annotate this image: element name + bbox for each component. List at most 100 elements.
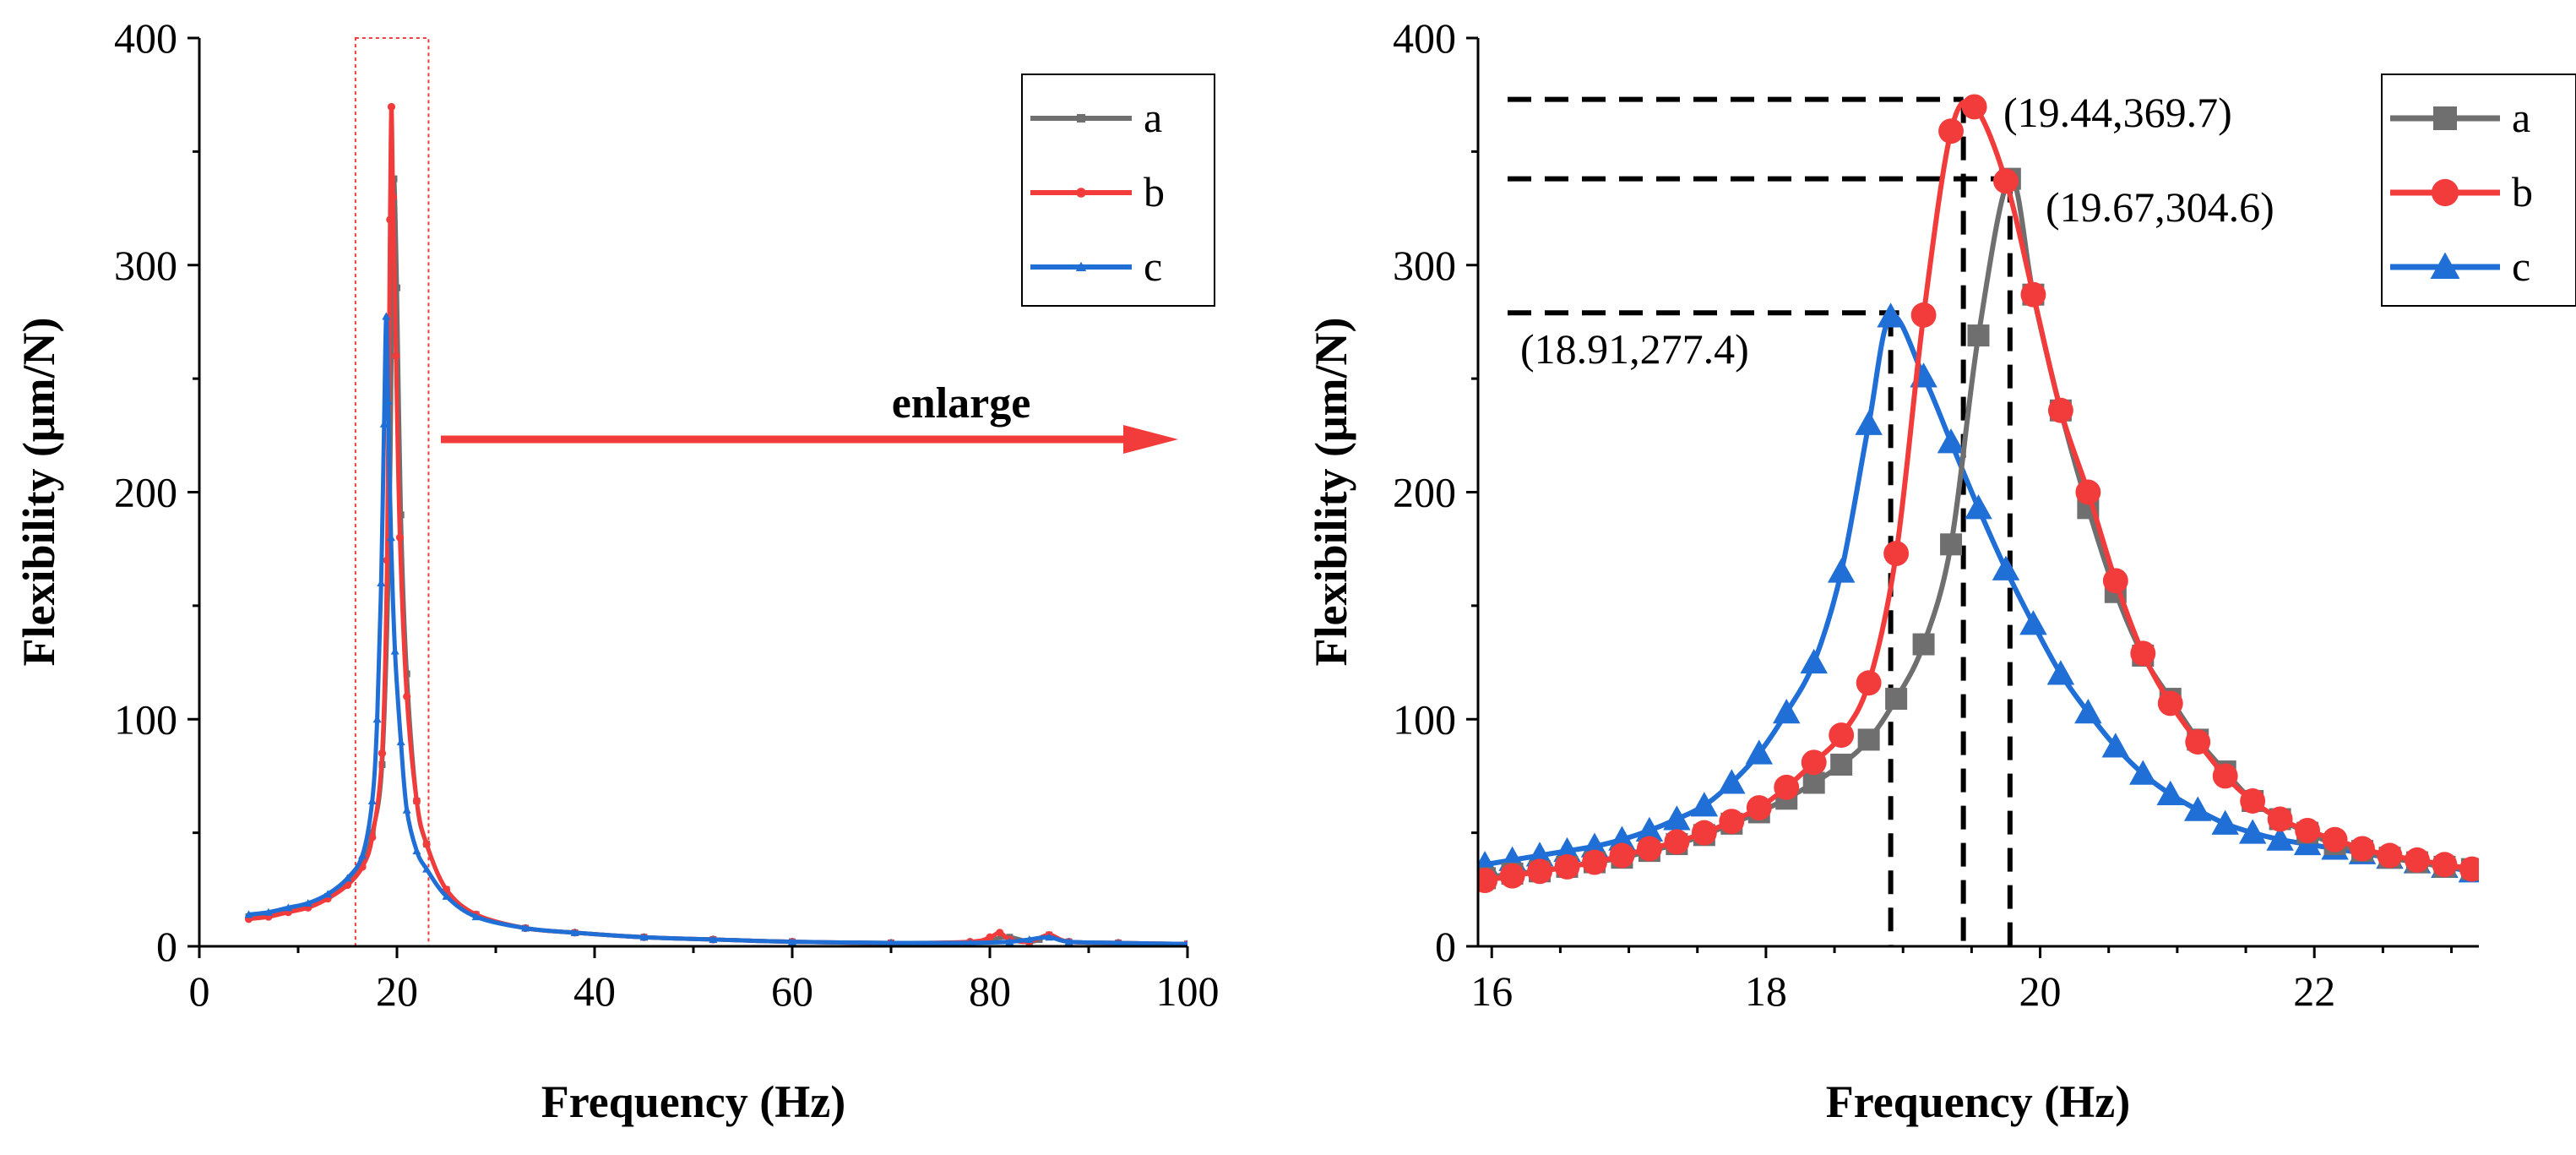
enlarge-arrow-head	[1123, 425, 1178, 454]
enlarged-y-tick-label: 300	[1393, 242, 1456, 289]
enlarged-series-c-point	[1718, 769, 1746, 794]
enlarged-series-c-point	[2046, 660, 2075, 685]
overview-series-c-point	[303, 898, 312, 907]
overview-series-a-point	[389, 307, 396, 314]
enlarged-series-a	[1478, 167, 2479, 890]
enlarged-series-c-point	[2129, 760, 2157, 785]
overview-series-c-point	[390, 646, 399, 655]
enlarged-legend-marker-c	[2430, 252, 2460, 279]
enlarged-series-c-point	[2266, 825, 2294, 851]
enlarged-legend-item-c: c	[2390, 242, 2530, 290]
enlarged-series-c-line	[1484, 313, 2473, 874]
overview-series-c-point	[471, 913, 481, 921]
enlarged-series-c-point	[1635, 816, 1664, 842]
enlarged-series-c-point	[1965, 494, 1992, 520]
overview-series-b-point	[378, 749, 387, 758]
overview-series-b-point	[387, 102, 396, 112]
enlarged-series-a-point	[1912, 633, 1935, 656]
overview-series-c-point	[887, 938, 895, 946]
enlarged-guide-lines	[1508, 96, 2019, 946]
overview-series-group	[244, 102, 1187, 946]
enlarged-series-c-point	[1800, 648, 1828, 674]
enlarged-series-a-point	[1802, 771, 1825, 794]
overview-x-tick-label: 40	[573, 967, 616, 1015]
enlarged-series-c-point	[1608, 825, 1636, 851]
overview-series-c-point	[442, 891, 451, 900]
overview-series-c-point	[709, 934, 718, 943]
enlarged-series-b-point	[1961, 94, 1987, 120]
overview-x-axis-title: Frequency (Hz)	[541, 1076, 845, 1127]
enlarged-y-tick-label: 0	[1435, 923, 1456, 970]
enlarged-series-b-point	[2130, 640, 2156, 667]
overview-y-tick-label: 0	[156, 923, 177, 970]
overview-series-c-point	[372, 715, 382, 723]
enlarge-label: enlarge	[892, 379, 1031, 428]
enlarged-axes: 16 18 20 22 0 100 200 300 400	[1393, 14, 2479, 1015]
overview-legend-marker-a	[1077, 114, 1085, 123]
overview-series-b-point	[996, 929, 1004, 937]
overview-x-tick-label: 0	[189, 967, 210, 1015]
enlarge-arrow: enlarge	[441, 379, 1178, 454]
overview-series-c-point	[1005, 937, 1014, 945]
enlarged-series-group	[1478, 94, 2479, 894]
enlarged-legend-item-a: a	[2390, 94, 2530, 141]
enlarged-series-b-point	[2377, 842, 2403, 869]
enlarged-series-b-point	[1664, 829, 1690, 855]
enlarged-series-c-point	[2156, 780, 2185, 805]
overview-highlight-box	[354, 37, 430, 947]
overview-series-c-point	[244, 910, 253, 918]
overview-legend-marker-b	[1076, 188, 1086, 198]
overview-series-c-point	[1183, 940, 1187, 946]
overview-legend-item-b: b	[1030, 168, 1165, 215]
enlarged-series-b-point	[1691, 820, 1717, 846]
overview-series-b-point	[403, 692, 411, 700]
enlarged-series-b-point	[2405, 847, 2430, 873]
enlarged-series-b-point	[2267, 806, 2293, 832]
enlarged-series-b-point	[1499, 863, 1525, 889]
overview-x-tick-label: 80	[969, 967, 1011, 1015]
enlarged-series-b-point	[1856, 670, 1882, 696]
enlarged-series-b-point	[1883, 541, 1910, 567]
overview-series-c-point	[1045, 933, 1054, 941]
overview-series-c-point	[396, 738, 405, 746]
enlarged-series-b-point	[1774, 774, 1800, 800]
overview-y-axis-title: Flexibility (μm/N)	[14, 317, 64, 666]
enlarged-series-b-point	[1636, 836, 1662, 862]
enlarged-annotation-b: (19.44,369.7)	[2003, 89, 2232, 136]
overview-series-c-point	[358, 851, 367, 859]
enlarged-series-b-point	[2212, 763, 2238, 789]
overview-series-b-point	[986, 933, 994, 941]
enlarged-legend-label-b: b	[2512, 168, 2533, 215]
overview-series-c-point	[383, 397, 393, 405]
enlarged-series-c-point	[1772, 698, 1801, 724]
enlarged-series-b-point	[1582, 849, 1607, 875]
enlarged-legend-label-c: c	[2512, 242, 2530, 290]
overview-x-tick-label: 100	[1156, 967, 1220, 1015]
overview-series-c-point	[412, 847, 421, 855]
enlarged-series-c-point	[2238, 819, 2267, 844]
overview-y-tick-label: 300	[114, 242, 177, 289]
enlarged-series-b-point	[2020, 281, 2046, 308]
enlarged-series-c-point	[2183, 796, 2212, 821]
overview-series-b	[244, 102, 1187, 946]
overview-y-tick-label: 200	[114, 469, 177, 516]
enlarged-legend: abc	[2381, 74, 2576, 307]
overview-series-b-point	[383, 556, 391, 564]
enlarged-series-b-point	[2047, 397, 2073, 423]
enlarged-series-b-point	[1478, 868, 1498, 894]
enlarged-series-b-point	[1993, 168, 2019, 194]
overview-series-c-point	[521, 923, 530, 932]
overview-legend-label-a: a	[1144, 94, 1162, 141]
overview-series-c-point	[379, 419, 389, 428]
overview-x-tick-label: 20	[376, 967, 418, 1015]
enlarged-series-b-point	[2157, 690, 2183, 716]
enlarged-y-tick-label: 100	[1393, 695, 1456, 743]
enlarged-series-b-point	[1609, 842, 1635, 869]
overview-series-c-point	[343, 874, 352, 882]
enlarged-series-c-point	[1745, 739, 1774, 765]
overview-series-c-point	[788, 937, 796, 945]
enlarged-series-c-point	[1663, 805, 1691, 831]
overview-series-c-point	[1024, 934, 1034, 943]
enlarged-series-c-point	[1877, 302, 1905, 328]
